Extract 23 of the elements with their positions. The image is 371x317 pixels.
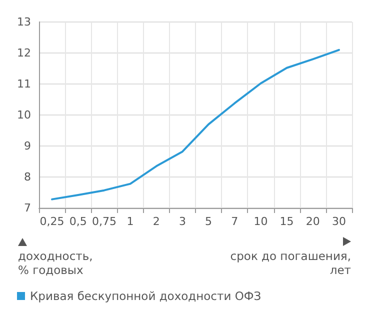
y-tick-label: 7 — [24, 202, 31, 214]
x-tick-label: 30 — [332, 215, 346, 228]
x-tick-label: 1 — [126, 215, 134, 228]
x-axis-title: срок до погашения, лет — [230, 249, 351, 277]
x-tick-label: 7 — [231, 215, 238, 228]
x-tick-label: 10 — [254, 215, 268, 228]
y-tick-label: 9 — [24, 140, 31, 152]
y-tick-label: 8 — [24, 170, 31, 184]
x-tick-label: 0,25 — [40, 215, 64, 228]
legend-label: Кривая бескупонной доходности ОФЗ — [30, 289, 262, 303]
y-tick-label: 13 — [17, 16, 31, 28]
y-tick-label: 12 — [17, 46, 31, 60]
line-series — [51, 48, 340, 200]
x-tick-label: 20 — [306, 215, 320, 228]
x-tick-label: 5 — [205, 215, 212, 228]
y-axis-title: доходность, % годовых — [18, 249, 93, 277]
x-tick-label: 2 — [152, 215, 160, 228]
x-tick-label: 0,5 — [69, 215, 87, 228]
y-tick-label: 11 — [17, 78, 31, 90]
y-tick-label: 10 — [17, 108, 31, 122]
x-tick-label: 15 — [280, 215, 294, 228]
x-tick-label: 3 — [178, 215, 186, 228]
x-tick-label: 0,75 — [92, 215, 116, 228]
